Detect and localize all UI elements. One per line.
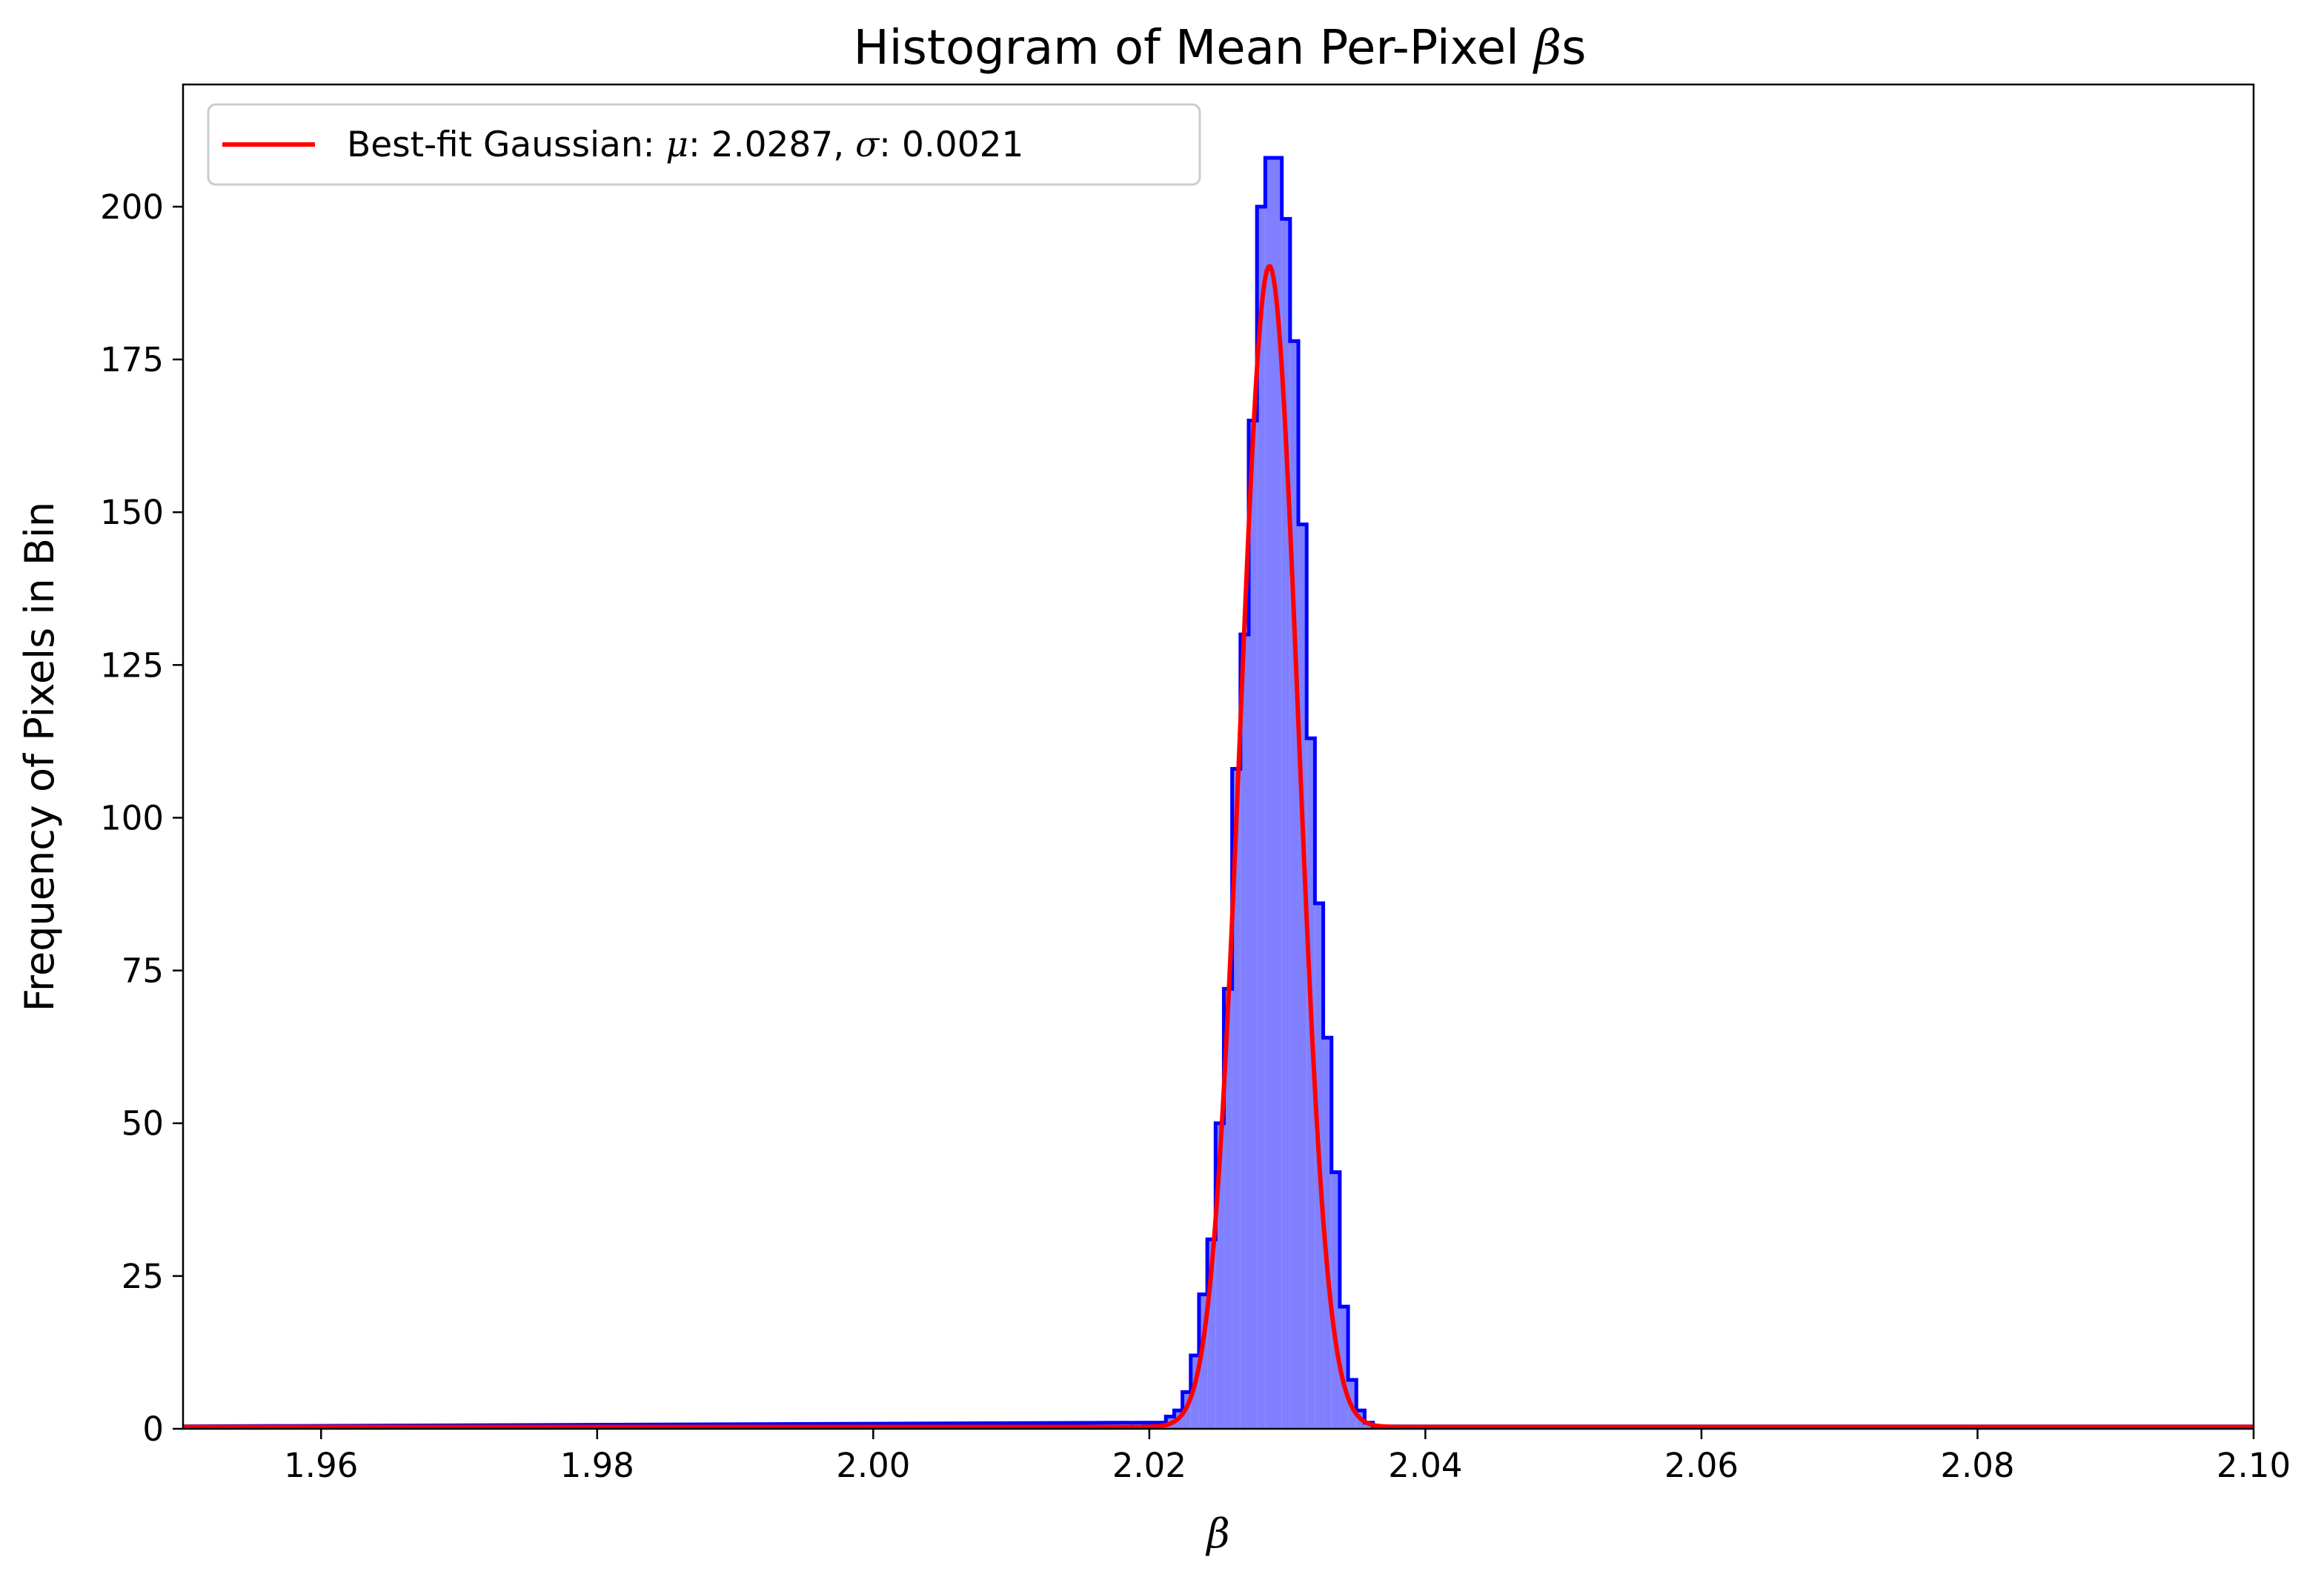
- histogram-bar: [1339, 1307, 1349, 1429]
- histogram-bar: [1240, 634, 1249, 1429]
- histogram-bar: [1248, 420, 1258, 1429]
- histogram-bar: [1215, 1123, 1224, 1429]
- x-axis-ticks: 1.96 1.98 2.00 2.02 2.04 2.06 2.08 2.10: [284, 1429, 2291, 1485]
- y-axis-label: Frequency of Pixels in Bin: [16, 502, 63, 1012]
- y-tick-label: 125: [100, 645, 164, 685]
- y-tick-label: 0: [142, 1410, 164, 1449]
- histogram-outline: [183, 156, 2254, 1429]
- x-tick-label: 2.00: [836, 1446, 910, 1485]
- histogram-bar: [1265, 157, 1274, 1429]
- x-tick-label: 2.02: [1112, 1446, 1186, 1485]
- plot-content: [183, 156, 2254, 1429]
- chart-title-prefix: Histogram of Mean Per-Pixel: [854, 21, 1534, 76]
- y-tick-label: 200: [100, 187, 164, 227]
- legend-prefix: Best-fit Gaussian:: [347, 124, 665, 165]
- y-tick-label: 175: [100, 340, 164, 379]
- y-tick-label: 50: [122, 1104, 164, 1143]
- histogram-bar: [1289, 341, 1299, 1429]
- x-tick-label: 2.08: [1940, 1446, 2014, 1485]
- legend: Best-fit Gaussian: μ: 2.0287, σ: 0.0021: [207, 103, 1201, 186]
- legend-sigma-symbol: σ: [855, 124, 880, 165]
- y-tick-label: 150: [100, 493, 164, 532]
- x-tick-label: 1.98: [560, 1446, 634, 1485]
- histogram-bar: [1323, 1038, 1332, 1429]
- histogram-bar: [1224, 989, 1232, 1429]
- histogram-bar: [1281, 219, 1290, 1429]
- y-tick-label: 100: [100, 798, 164, 837]
- chart-title: Histogram of Mean Per-Pixel βs: [854, 21, 1587, 76]
- plot-area: [183, 156, 2254, 1429]
- histogram-bar: [1232, 768, 1241, 1429]
- chart-title-symbol: β: [1533, 21, 1561, 76]
- x-tick-label: 2.04: [1388, 1446, 1462, 1485]
- y-tick-label: 25: [122, 1257, 164, 1296]
- legend-sigma-value: : 0.0021: [879, 124, 1023, 165]
- legend-mu-value: : 2.0287,: [688, 124, 855, 165]
- histogram-bar: [1331, 1172, 1340, 1429]
- legend-box: [207, 103, 1201, 186]
- axes-frame: [182, 83, 2255, 1430]
- legend-label: Best-fit Gaussian: μ: 2.0287, σ: 0.0021: [347, 124, 1023, 165]
- x-tick-label: 2.06: [1664, 1446, 1739, 1485]
- histogram-bar: [1307, 738, 1315, 1429]
- x-tick-label: 2.10: [2217, 1446, 2291, 1485]
- histogram-bar: [1257, 206, 1266, 1429]
- legend-mu-symbol: μ: [665, 124, 688, 165]
- histogram-bar: [1273, 157, 1282, 1429]
- y-tick-label: 75: [122, 952, 164, 991]
- y-axis-ticks: 0 25 50 75 100 125 150 175 200: [100, 187, 183, 1449]
- chart-title-suffix: s: [1561, 21, 1586, 76]
- histogram-bar: [1207, 1239, 1216, 1429]
- x-axis-label: β: [1205, 1510, 1229, 1557]
- gaussian-fit-line: [183, 264, 2254, 1429]
- histogram-bar: [1298, 524, 1307, 1429]
- histogram-bar: [1198, 1294, 1208, 1429]
- x-tick-label: 1.96: [284, 1446, 358, 1485]
